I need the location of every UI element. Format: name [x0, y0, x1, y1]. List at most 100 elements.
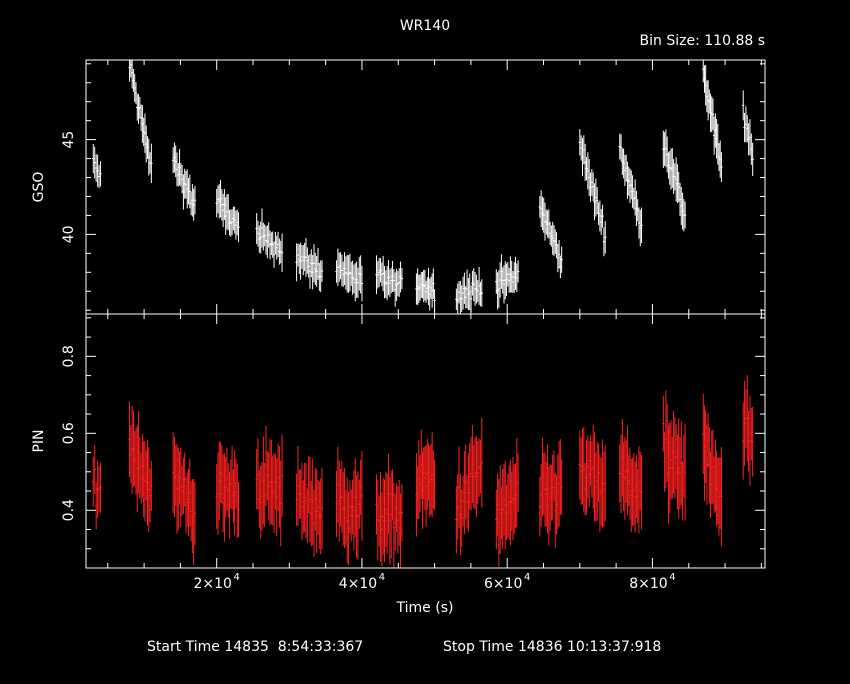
gso-data-point [465, 269, 469, 309]
pin-data-point [302, 480, 305, 534]
gso-data-point [338, 252, 341, 282]
pin-data-point [351, 479, 354, 535]
pin-data-point [308, 456, 312, 543]
pin-data-point [260, 462, 264, 531]
pin-data-point [376, 479, 380, 561]
gso-y-tick-label: 45 [61, 131, 77, 149]
pin-data-point [150, 460, 153, 511]
gso-data-point [387, 260, 390, 296]
pin-data-point [358, 479, 361, 529]
pin-data-point [380, 492, 384, 567]
gso-data-point [748, 119, 752, 156]
pin-axis-label: PIN [31, 429, 47, 452]
gso-data-point [455, 288, 458, 311]
pin-data-point [295, 473, 298, 526]
pin-data-point [278, 446, 281, 528]
pin-data-point [383, 479, 386, 562]
gso-data-point [271, 231, 274, 258]
gso-data-point [318, 262, 321, 291]
pin-data-point [743, 380, 746, 466]
gso-data-point [457, 280, 461, 304]
pin-data-point [471, 424, 474, 504]
pin-data-point [300, 462, 304, 541]
gso-data-point [97, 165, 101, 189]
pin-data-point [594, 452, 598, 522]
chart-title: WR140 [400, 18, 450, 34]
gso-data-point [376, 260, 380, 289]
pin-data-point [469, 436, 473, 511]
gso-data-point [381, 255, 385, 292]
pin-data-point [583, 462, 587, 516]
gso-data-point [275, 235, 278, 260]
pin-data-point [477, 438, 481, 498]
gso-data-point [396, 270, 400, 297]
pin-data-point [460, 489, 463, 548]
gso-data-point [464, 286, 467, 309]
gso-data-point [280, 233, 284, 272]
gso-data-point [193, 185, 197, 215]
pin-data-point [312, 489, 316, 558]
pin-data-point [586, 435, 590, 499]
pin-data-point [468, 443, 471, 510]
gso-data-point [469, 285, 473, 313]
pin-data-point [275, 458, 278, 536]
gso-data-point [398, 268, 401, 297]
gso-data-point [354, 263, 357, 302]
stop-time-label: Stop Time 14836 10:13:37:918 [443, 639, 661, 655]
gso-data-point [468, 273, 471, 311]
gso-data-point [467, 278, 470, 311]
pin-data-point [267, 452, 270, 520]
pin-data-point [600, 457, 603, 526]
gso-data-point [134, 82, 138, 104]
pin-data-point [589, 435, 592, 486]
pin-data-point [303, 462, 306, 533]
x-tick-label: 2×10 4 [193, 572, 239, 592]
pin-data-point [464, 444, 467, 520]
gso-data-point [258, 225, 261, 253]
gso-data-point [400, 267, 404, 290]
x-tick-label-base: 2×10 [193, 576, 231, 592]
gso-data-point [601, 204, 604, 228]
pin-data-point [359, 459, 362, 515]
pin-data-point [459, 473, 462, 556]
pin-data-point [381, 477, 385, 555]
x-tick-label-base: 4×10 [339, 576, 377, 592]
pin-data-point [750, 407, 753, 461]
pin-data-point [375, 474, 378, 535]
gso-data-point [640, 207, 643, 244]
pin-data-point [350, 489, 353, 542]
pin-data-point [476, 440, 479, 505]
gso-data-point [259, 221, 262, 254]
gso-data-point [299, 242, 302, 280]
gso-data-point [351, 260, 354, 295]
gso-data-point [267, 222, 270, 248]
gso-data-point [604, 221, 607, 254]
gso-data-point [237, 212, 240, 243]
pin-data-point [318, 481, 321, 549]
pin-data-point [578, 430, 582, 500]
x-tick-label-exponent: 4 [669, 572, 675, 583]
gso-data-point [262, 222, 265, 251]
pin-data-point [590, 441, 594, 498]
gso-data-point [598, 200, 602, 232]
pin-data-point [479, 439, 482, 494]
pin-data-point [99, 462, 102, 513]
pin-data-point [193, 481, 197, 546]
pin-data-point [356, 471, 360, 560]
pin-data-point [266, 450, 269, 501]
pin-data-point [274, 453, 277, 510]
pin-data-point [400, 483, 404, 542]
gso-data-point [342, 261, 345, 287]
pin-data-point [385, 474, 389, 555]
gso-data-point [379, 258, 382, 283]
gso-data-point [432, 268, 435, 300]
pin-data-point [342, 472, 345, 546]
gso-data-point [590, 169, 594, 196]
pin-data-point [377, 495, 381, 547]
pin-y-tick-label: 0.8 [61, 345, 77, 367]
pin-data-point [396, 486, 400, 554]
pin-data-point [306, 488, 309, 544]
gso-data-point [743, 112, 746, 143]
gso-data-point [460, 285, 463, 312]
